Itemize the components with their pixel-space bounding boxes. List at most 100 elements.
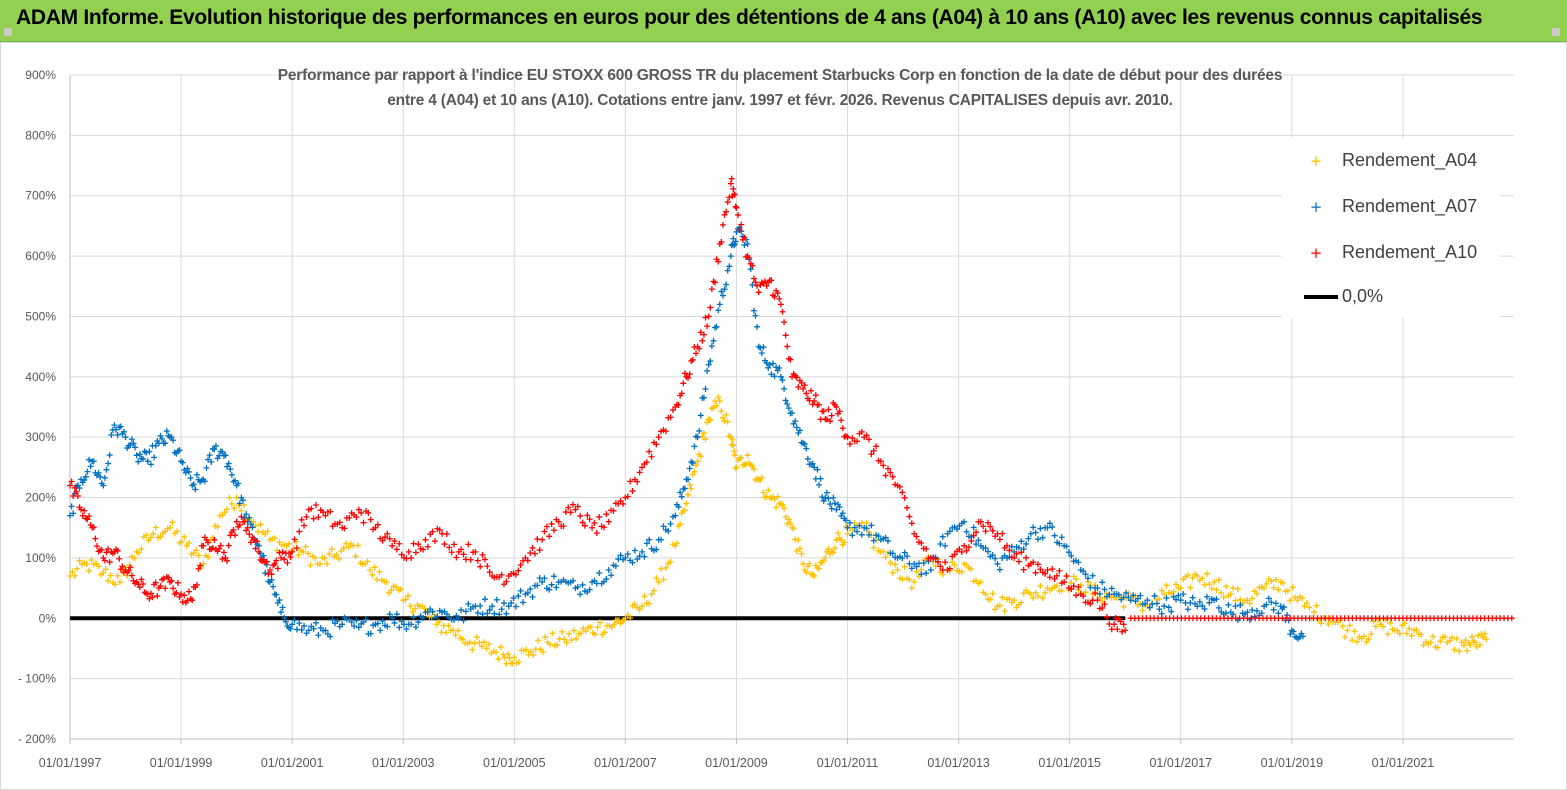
point-a07-mark [451, 617, 458, 624]
point-a10 [996, 536, 1003, 543]
point-a07 [1280, 604, 1287, 611]
point-a10-mark [472, 548, 479, 555]
point-a07-mark [1023, 540, 1030, 547]
point-a04-mark [112, 581, 119, 588]
point-a10 [86, 513, 93, 520]
point-a04-mark [568, 637, 575, 644]
point-a10 [289, 548, 296, 555]
point-a07 [486, 606, 493, 613]
point-a04 [195, 552, 202, 559]
point-a07-mark [836, 504, 843, 511]
point-a07 [455, 615, 462, 622]
point-a10-mark [787, 356, 794, 363]
point-a07-mark [750, 307, 757, 314]
point-a10 [572, 506, 579, 513]
point-a07 [634, 556, 641, 563]
point-a10 [278, 554, 285, 561]
point-a10-mark [705, 313, 712, 320]
point-a07-mark [159, 435, 166, 442]
point-a04 [542, 634, 549, 641]
point-a04 [1170, 588, 1177, 595]
point-a10-mark [662, 428, 669, 435]
point-a07 [1123, 589, 1130, 596]
point-a04-mark [601, 629, 608, 636]
selection-handle-right[interactable] [1552, 28, 1560, 36]
point-a04-mark [547, 641, 554, 648]
point-a10 [844, 434, 851, 441]
point-a07 [1127, 597, 1134, 604]
point-a07-mark [1203, 593, 1210, 600]
point-a04-mark [729, 436, 736, 443]
point-a04 [1380, 623, 1387, 630]
point-a04 [88, 557, 95, 564]
point-a10-mark [279, 548, 286, 555]
point-a10 [220, 549, 227, 556]
point-a04-mark [1418, 631, 1425, 638]
selection-handle-left[interactable] [4, 28, 12, 36]
point-a07-mark [882, 534, 889, 541]
point-a07-mark [1196, 598, 1203, 605]
point-a04 [76, 557, 83, 564]
point-a07 [510, 595, 517, 602]
point-a07-mark [622, 554, 629, 561]
point-a07 [1044, 524, 1051, 531]
point-a07-mark [685, 476, 692, 483]
point-a07-mark [782, 397, 789, 404]
point-a07-mark [721, 286, 728, 293]
point-a10-mark [312, 502, 319, 509]
point-a04 [1289, 584, 1296, 591]
point-a10 [896, 483, 903, 490]
point-a04 [1449, 634, 1456, 641]
point-a07 [942, 542, 949, 549]
point-a10 [119, 563, 126, 570]
point-a04 [803, 569, 810, 576]
point-a04-mark [483, 645, 490, 652]
point-a07 [550, 573, 557, 580]
point-a07-mark [162, 440, 169, 447]
point-a04 [1311, 609, 1318, 616]
point-a10 [968, 537, 975, 544]
point-a04-mark [402, 596, 409, 603]
point-a10 [901, 494, 908, 501]
point-a04-mark [131, 555, 138, 562]
point-a07-mark [741, 242, 748, 249]
point-a04 [563, 639, 570, 646]
point-a07-mark [403, 626, 410, 633]
point-a10-mark [301, 522, 308, 529]
point-a07 [724, 267, 731, 274]
point-a10 [643, 459, 650, 466]
point-a10 [721, 211, 728, 218]
point-a10 [980, 523, 987, 530]
point-a04-mark [1268, 578, 1275, 585]
point-a07 [612, 562, 619, 569]
point-a04-mark [324, 560, 331, 567]
point-a04 [340, 545, 347, 552]
point-a04 [116, 579, 123, 586]
point-a04-mark [138, 545, 145, 552]
point-a04-mark [516, 659, 523, 666]
point-a10-mark [205, 539, 212, 546]
point-a10-mark [973, 529, 980, 536]
point-a07 [1146, 604, 1153, 611]
point-a07-mark [353, 617, 360, 624]
point-a04 [782, 513, 789, 520]
point-a04 [889, 569, 896, 576]
point-a10-mark [424, 543, 431, 550]
point-a07 [913, 563, 920, 570]
point-a04 [611, 621, 618, 628]
point-a07 [262, 570, 269, 577]
point-a07-mark [1018, 538, 1025, 545]
point-a10-mark [274, 565, 281, 572]
point-a04-mark [1294, 597, 1301, 604]
point-a07 [239, 497, 246, 504]
point-a04-mark [1037, 583, 1044, 590]
point-a04 [271, 535, 278, 542]
point-a10 [451, 541, 458, 548]
point-a10 [923, 545, 930, 552]
point-a10 [200, 542, 207, 549]
point-a10 [942, 559, 949, 566]
point-a07 [122, 434, 129, 441]
point-a10-mark [372, 524, 379, 531]
point-a10 [92, 535, 99, 542]
point-a10-mark [287, 554, 294, 561]
